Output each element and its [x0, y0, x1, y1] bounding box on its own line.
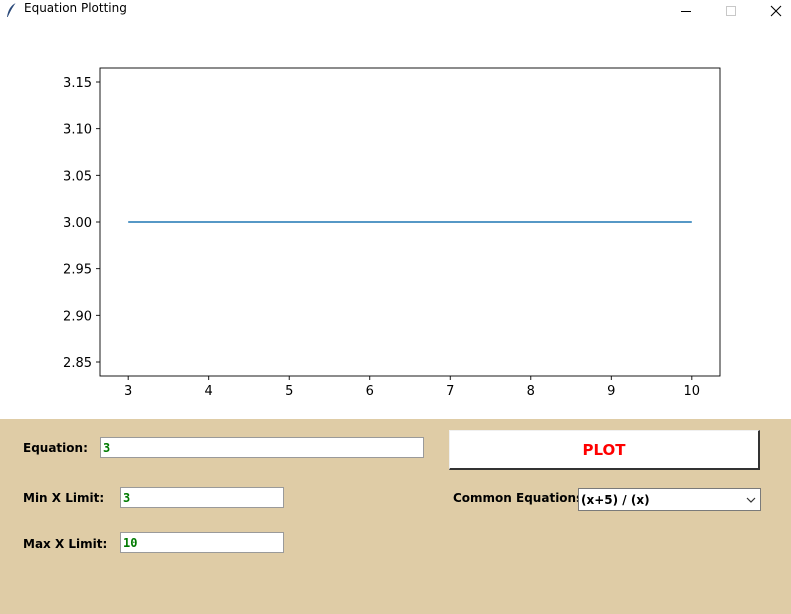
maximize-button[interactable] — [709, 0, 753, 22]
max-x-input[interactable]: 10 — [120, 532, 284, 553]
line-chart: 3 4 5 6 7 8 9 10 2.85 2.90 2.95 3.00 3.05 3.10 3.15 — [63, 67, 721, 399]
x-tick-label: 4 — [205, 384, 213, 399]
min-x-input[interactable]: 3 — [120, 487, 284, 508]
max-x-label: Max X Limit: — [23, 537, 108, 551]
common-equations-label: Common Equations: — [453, 491, 589, 505]
x-tick-label: 5 — [285, 384, 293, 399]
minimize-icon — [680, 2, 692, 21]
maximize-icon — [725, 2, 737, 21]
minimize-button[interactable] — [664, 0, 708, 22]
close-button[interactable] — [754, 0, 791, 22]
x-tick-label: 9 — [607, 384, 615, 399]
y-tick-label: 3.10 — [63, 123, 92, 138]
close-icon — [770, 2, 782, 21]
equation-input[interactable]: 3 — [100, 437, 424, 458]
chevron-down-icon[interactable] — [745, 494, 757, 506]
plot-button[interactable]: PLOT — [449, 430, 760, 470]
y-tick-label: 3.05 — [63, 169, 92, 184]
y-tick-label: 3.15 — [63, 76, 92, 91]
feather-icon — [5, 2, 19, 18]
y-tick-label: 2.90 — [63, 309, 92, 324]
y-tick-label: 2.85 — [63, 356, 92, 371]
y-tick-label: 2.95 — [63, 263, 92, 278]
common-equations-dropdown[interactable]: (x+5) / (x) — [578, 488, 761, 511]
window-title: Equation Plotting — [24, 1, 127, 15]
title-bar: Equation Plotting — [0, 0, 791, 22]
x-tick-label: 10 — [684, 384, 701, 399]
x-tick-label: 8 — [527, 384, 535, 399]
controls-panel: Equation: 3 Min X Limit: 3 Max X Limit: … — [0, 419, 791, 614]
x-tick-label: 3 — [124, 384, 132, 399]
y-tick-label: 3.00 — [63, 216, 92, 231]
common-equations-value: (x+5) / (x) — [581, 493, 650, 507]
equation-label: Equation: — [23, 441, 88, 455]
min-x-label: Min X Limit: — [23, 491, 105, 505]
x-tick-label: 6 — [366, 384, 374, 399]
x-tick-label: 7 — [446, 384, 454, 399]
plot-canvas: 3 4 5 6 7 8 9 10 2.85 2.90 2.95 3.00 3.05 3.10 3.15 — [0, 22, 791, 419]
